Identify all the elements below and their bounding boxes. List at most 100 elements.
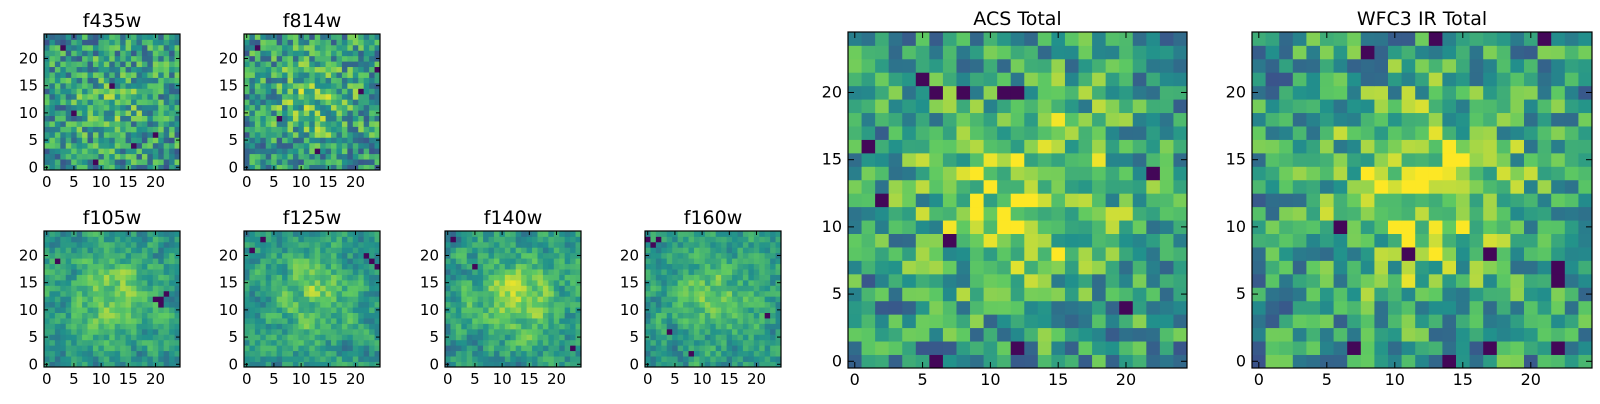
heatmap-cell (153, 110, 159, 116)
heatmap-cell (721, 291, 727, 297)
heatmap-cell (516, 307, 522, 313)
heatmap-cell (1551, 166, 1565, 180)
x-tick-label: 5 (269, 173, 279, 191)
heatmap-cell (309, 242, 315, 248)
heatmap-cell (298, 329, 304, 335)
heatmap-cell (505, 296, 511, 302)
heatmap-cell (1565, 220, 1579, 234)
heatmap-cell (689, 296, 695, 302)
heatmap-cell (71, 94, 77, 100)
heatmap-cell (516, 296, 522, 302)
heatmap-cell (131, 34, 137, 40)
heatmap-cell (472, 258, 478, 264)
heatmap-cell (732, 318, 738, 324)
heatmap-cell (667, 231, 673, 237)
heatmap-cell (244, 143, 250, 149)
heatmap-cell (98, 264, 104, 270)
heatmap-cell (142, 318, 148, 324)
heatmap-cell (66, 269, 72, 275)
heatmap-cell (984, 314, 998, 328)
heatmap-cell (656, 247, 662, 253)
heatmap-cell (88, 253, 94, 259)
heatmap-cell (1388, 287, 1402, 301)
heatmap-cell (748, 242, 754, 248)
heatmap-cell (77, 61, 83, 67)
heatmap-cell (136, 258, 142, 264)
heatmap-cell (737, 313, 743, 319)
heatmap-cell (548, 264, 554, 270)
heatmap-cell (249, 323, 255, 329)
heatmap-cell (1065, 45, 1079, 59)
heatmap-cell (336, 351, 342, 357)
heatmap-cell (115, 67, 121, 73)
heatmap-cell (136, 231, 142, 237)
heatmap-cell (266, 116, 272, 122)
heatmap-cell (537, 307, 543, 313)
heatmap-cell (55, 105, 61, 111)
heatmap-cell (1146, 153, 1160, 167)
heatmap-cell (1146, 86, 1160, 100)
heatmap-cell (748, 296, 754, 302)
heatmap-cell (516, 275, 522, 281)
heatmap-cell (483, 253, 489, 259)
heatmap-cell (288, 285, 294, 291)
heatmap-cell (970, 328, 984, 342)
heatmap-cell (282, 291, 288, 297)
heatmap-cell (326, 236, 332, 242)
heatmap-cell (358, 126, 364, 132)
heatmap-cell (126, 242, 132, 248)
heatmap-cell (142, 269, 148, 275)
heatmap-cell (147, 307, 153, 313)
heatmap-cell (88, 50, 94, 56)
heatmap-cell (1456, 234, 1470, 248)
heatmap-cell (678, 351, 684, 357)
heatmap-cell (570, 307, 576, 313)
heatmap-cell (169, 159, 175, 165)
heatmap-cell (1173, 260, 1187, 274)
heatmap-cell (255, 231, 261, 237)
heatmap-cell (445, 247, 451, 253)
heatmap-cell (315, 318, 321, 324)
heatmap-cell (727, 340, 733, 346)
heatmap-cell (115, 72, 121, 78)
heatmap-cell (543, 258, 549, 264)
heatmap-cell (49, 280, 55, 286)
y-tick-label: 0 (629, 355, 639, 373)
heatmap-cell (353, 275, 359, 281)
heatmap-cell (353, 99, 359, 105)
heatmap-cell (120, 356, 126, 362)
heatmap-cell (109, 302, 115, 308)
heatmap-cell (347, 231, 353, 237)
heatmap-cell (115, 318, 121, 324)
heatmap-cell (737, 302, 743, 308)
heatmap-cell (353, 351, 359, 357)
heatmap-cell (249, 351, 255, 357)
heatmap-cell (153, 121, 159, 127)
heatmap-cell (347, 34, 353, 40)
heatmap-cell (153, 345, 159, 351)
heatmap-cell (956, 153, 970, 167)
heatmap-cell (271, 334, 277, 340)
heatmap-cell (554, 236, 560, 242)
heatmap-cell (104, 56, 110, 62)
heatmap-cell (309, 72, 315, 78)
heatmap-cell (55, 132, 61, 138)
heatmap-cell (875, 72, 889, 86)
heatmap-cell (467, 318, 473, 324)
heatmap-cell (336, 296, 342, 302)
heatmap-cell (169, 307, 175, 313)
heatmap-cell (249, 105, 255, 111)
heatmap-cell (115, 61, 121, 67)
heatmap-cell (369, 154, 375, 160)
heatmap-cell (98, 56, 104, 62)
heatmap-cell (44, 50, 50, 56)
heatmap-cell (136, 291, 142, 297)
heatmap-cells (44, 231, 180, 367)
heatmap-cell (82, 302, 88, 308)
heatmap-cell (347, 116, 353, 122)
heatmap-cell (1092, 166, 1106, 180)
heatmap-cell (862, 193, 876, 207)
heatmap-cell (489, 302, 495, 308)
heatmap-cell (320, 126, 326, 132)
heatmap-cell (93, 99, 99, 105)
